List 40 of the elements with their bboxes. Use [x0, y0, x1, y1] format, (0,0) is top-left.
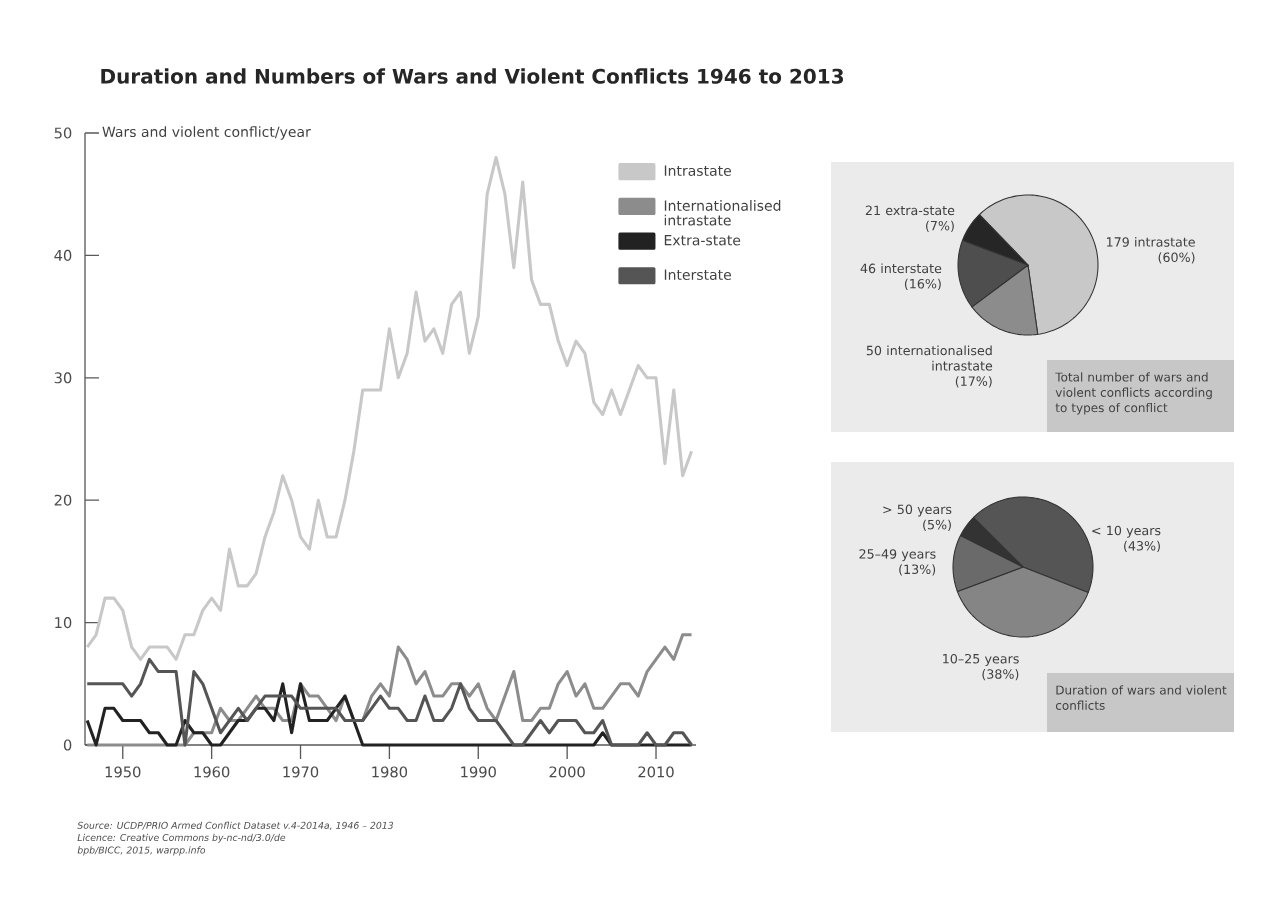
- x-tick-label: 1950: [105, 766, 141, 778]
- y-tick-label: 10: [55, 617, 72, 629]
- legend-label: Extra-state: [664, 235, 741, 246]
- data-label: (17%): [955, 376, 992, 388]
- data-label: (16%): [904, 278, 941, 291]
- slice-label: 179 intrastate: [1106, 236, 1195, 247]
- y-tick-label: 40: [54, 249, 72, 261]
- legend-label: Internationalised intrastate: [664, 200, 781, 226]
- data-label: (7%): [926, 220, 954, 232]
- data-label: (43%): [1124, 540, 1160, 553]
- y-tick-label: 20: [54, 494, 72, 506]
- data-label: (38%): [982, 669, 1019, 681]
- legend-label: Intrastate: [664, 165, 732, 176]
- x-tick-label: 1990: [461, 766, 496, 778]
- x-tick-label: 1970: [283, 766, 319, 778]
- slice-label: 46 interstate: [860, 263, 942, 274]
- slice-label: 25–49 years: [859, 549, 936, 562]
- x-tick-label: 2010: [638, 766, 674, 778]
- text: bpb/BICC, 2015, warpp.info: [77, 846, 206, 856]
- slice-label: < 10 years: [1092, 525, 1161, 538]
- slice-label: 21 extra-state: [865, 205, 955, 216]
- slice-label: 10–25 years: [943, 653, 1019, 666]
- y-tick-label: 0: [63, 739, 72, 751]
- text: Duration of wars and violent conflicts: [1055, 685, 1227, 710]
- legend-label: Interstate: [664, 269, 732, 280]
- chart-title: Duration and Numbers of Wars and Violent Conflicts 1946 to 2013: [101, 68, 844, 84]
- data-label: (60%): [1158, 252, 1195, 264]
- source-note: Source: UCDP/PRIO Armed Conflict Dataset v.4-2014a, 1946 – 2013: [77, 821, 394, 830]
- y-tick-label: 30: [54, 372, 72, 384]
- x-tick-label: 2000: [549, 766, 585, 778]
- text: Licence: Creative Commons by-nc-nd/3.0/de: [77, 833, 286, 843]
- x-tick-label: 1980: [372, 766, 408, 778]
- data-label: (5%): [923, 519, 951, 531]
- y-axis-title: Wars and violent conflict/year: [102, 126, 311, 140]
- x-tick-label: 1960: [194, 766, 230, 778]
- text: Total number of wars and violent conflicts according to types of conflict: [1055, 372, 1212, 415]
- slice-label: > 50 years: [883, 504, 952, 517]
- y-tick-label: 50: [54, 127, 72, 139]
- slice-label: 50 internationalised intrastate: [866, 345, 993, 371]
- data-label: (13%): [899, 564, 936, 576]
